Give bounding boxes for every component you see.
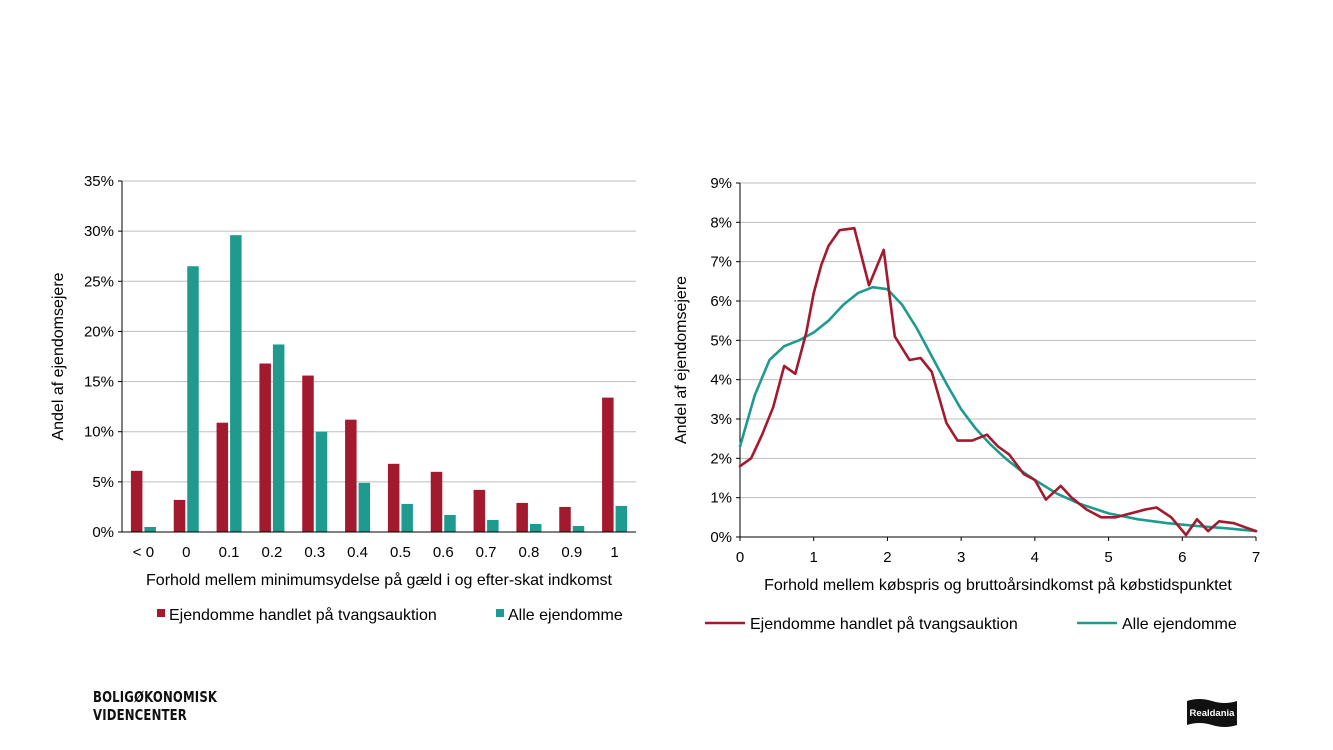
bar-tvangsauktion	[173, 499, 186, 532]
x-tick-label: 0.9	[561, 544, 582, 561]
x-tick-label: 5	[1104, 549, 1112, 566]
bar-tvangsauktion	[302, 375, 314, 532]
x-tick-label: 0	[182, 544, 190, 561]
bar-tvangsauktion	[602, 397, 614, 532]
y-tick-label: 0%	[710, 529, 732, 546]
y-tick-label: 15%	[84, 374, 114, 391]
y-tick-label: 5%	[710, 332, 732, 349]
series-line-tvangsauktion	[738, 226, 1258, 537]
legend-label-alle: Alle ejendomme	[508, 607, 623, 624]
bar-alle	[401, 503, 413, 532]
y-tick-label: 8%	[710, 214, 732, 231]
y-tick-label: 5%	[92, 474, 114, 491]
bar-alle	[144, 526, 156, 532]
realdania-logo-text: Realdania	[1190, 708, 1236, 719]
x-tick-label: 6	[1178, 549, 1186, 566]
logo-line-2: VIDENCENTER	[93, 706, 187, 724]
x-tick-label: 0.6	[433, 544, 454, 561]
y-axis-label: Andel af ejendomsejere	[673, 276, 690, 444]
x-tick-label: 0.7	[476, 544, 497, 561]
y-tick-label: 1%	[710, 490, 732, 507]
y-tick-label: 20%	[84, 323, 114, 340]
x-tick-label: < 0	[133, 544, 154, 561]
x-tick-label: 0.1	[219, 544, 240, 561]
x-tick-label: 2	[883, 549, 891, 566]
x-axis-label: Forhold mellem købspris og bruttoårsindk…	[764, 576, 1232, 594]
series-line-alle	[738, 285, 1258, 533]
x-tick-label: 1	[610, 544, 618, 561]
legend-swatch-tvangsauktion	[157, 609, 165, 617]
legend-label-alle: Alle ejendomme	[1122, 616, 1237, 633]
bar-alle	[615, 505, 628, 532]
bar-tvangsauktion	[473, 489, 486, 532]
y-tick-label: 3%	[710, 411, 732, 428]
x-axis-label: Forhold mellem minimumsydelse på gæld i …	[146, 571, 613, 589]
legend-swatch-alle	[496, 609, 504, 617]
bar-tvangsauktion	[345, 419, 357, 532]
x-tick-label: 0.4	[347, 544, 368, 561]
y-axis-label: Andel af ejendomsejere	[50, 272, 67, 440]
realdania-logo: Realdania	[1186, 697, 1238, 729]
bar-alle	[272, 344, 285, 532]
y-tick-label: 7%	[710, 254, 732, 271]
y-tick-label: 2%	[710, 450, 732, 467]
y-tick-label: 35%	[84, 173, 114, 190]
right-line-chart: 0% 1% 2% 3% 4% 5% 6% 7% 8% 9% 0 1 2 3 4 5 6 7 Andel af eje…	[673, 175, 1260, 633]
bar-tvangsauktion	[430, 471, 443, 532]
boligokonomisk-videncenter-logo: BOLIGØKONOMISK VIDENCENTER	[93, 688, 217, 724]
y-tick-label: 0%	[92, 524, 114, 541]
bar-tvangsauktion	[216, 422, 229, 532]
bar-alle	[315, 431, 328, 532]
x-tick-label: 1	[810, 549, 818, 566]
left-bar-chart: 0% 5% 10% 15% 20% 25% 30% 35% < 0 0 0.1 0.2 0.3 0.4 0.…	[50, 173, 636, 624]
x-tick-label: 0.8	[518, 544, 539, 561]
bar-tvangsauktion	[259, 363, 271, 532]
y-tick-label: 6%	[710, 293, 732, 310]
legend-label-tvangsauktion: Ejendomme handlet på tvangsauktion	[169, 606, 437, 624]
x-tick-label: 7	[1252, 549, 1260, 566]
bar-tvangsauktion	[387, 463, 400, 532]
bar-alle	[572, 525, 585, 532]
realdania-flag-icon: Realdania	[1187, 699, 1237, 727]
y-tick-label: 10%	[84, 424, 114, 441]
bar-alle	[358, 482, 371, 532]
bar-alle	[230, 235, 242, 532]
x-tick-label: 0.3	[304, 544, 325, 561]
bar-alle	[444, 514, 456, 532]
legend-label-tvangsauktion: Ejendomme handlet på tvangsauktion	[750, 615, 1018, 633]
x-tick-label: 4	[1031, 549, 1039, 566]
y-tick-label: 4%	[710, 372, 732, 389]
x-tick-label: 0.2	[261, 544, 282, 561]
bar-tvangsauktion	[559, 506, 571, 532]
logo-line-1: BOLIGØKONOMISK	[93, 688, 218, 706]
y-tick-label: 30%	[84, 223, 114, 240]
bar-tvangsauktion	[516, 502, 528, 532]
y-tick-label: 9%	[710, 175, 732, 192]
bar-alle	[487, 519, 499, 532]
bar-tvangsauktion	[130, 470, 143, 532]
x-tick-label: 0.5	[390, 544, 411, 561]
y-tick-label: 25%	[84, 273, 114, 290]
bar-alle	[187, 266, 199, 532]
bar-alle	[529, 523, 542, 532]
x-tick-label: 3	[957, 549, 965, 566]
x-tick-label: 0	[736, 549, 744, 566]
